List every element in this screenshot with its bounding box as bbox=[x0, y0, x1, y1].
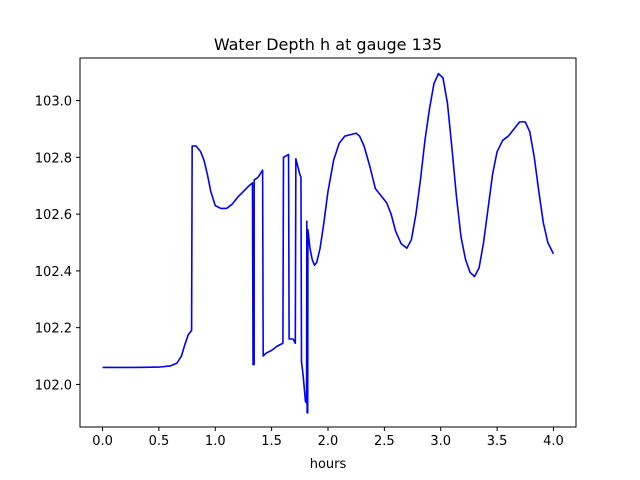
x-tick-label: 0.0 bbox=[92, 434, 113, 449]
y-tick-label: 102.2 bbox=[35, 322, 72, 337]
x-tick-label: 0.5 bbox=[149, 434, 170, 449]
x-tick-label: 4.0 bbox=[543, 434, 564, 449]
x-axis-label: hours bbox=[310, 457, 347, 472]
axes-frame bbox=[79, 57, 577, 428]
y-tick-label: 103.0 bbox=[35, 95, 72, 110]
y-tick-label: 102.0 bbox=[35, 378, 72, 393]
plot-area bbox=[102, 72, 555, 414]
series-line-0 bbox=[102, 72, 555, 414]
y-tick-label: 102.8 bbox=[35, 151, 72, 166]
y-tick-label: 102.6 bbox=[35, 208, 72, 223]
axis-ticks: 0.0 0.5 1.0 1.5 2.0 2.5 3.0 3.5 4.0 102.0 102.2 102… bbox=[35, 95, 564, 449]
x-tick-label: 3.0 bbox=[430, 434, 451, 449]
chart-title: Water Depth h at gauge 135 bbox=[214, 35, 442, 54]
x-tick-label: 2.5 bbox=[374, 434, 395, 449]
x-tick-label: 2.0 bbox=[318, 434, 339, 449]
x-tick-label: 1.0 bbox=[205, 434, 226, 449]
y-tick-label: 102.4 bbox=[35, 265, 72, 280]
x-tick-label: 3.5 bbox=[487, 434, 508, 449]
x-tick-label: 1.5 bbox=[261, 434, 282, 449]
